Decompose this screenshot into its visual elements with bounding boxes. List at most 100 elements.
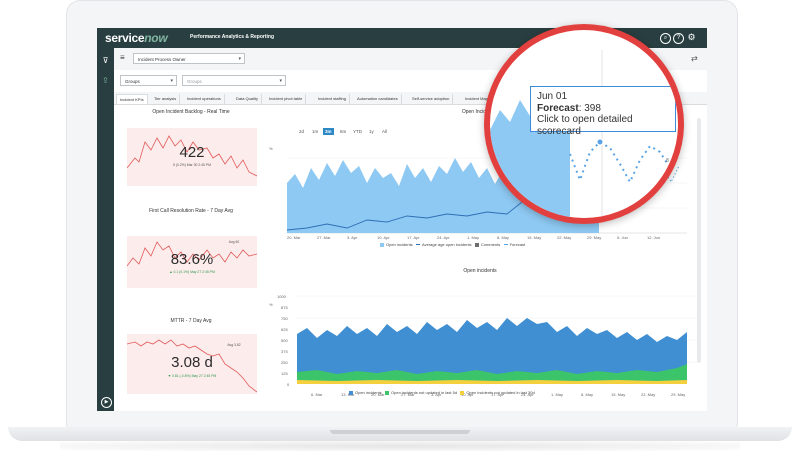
settings-icon[interactable]: ⇄	[691, 54, 698, 63]
x-tick: 20. Mar	[371, 392, 385, 397]
open-incidents-chart-title: Open incidents	[463, 268, 497, 274]
range-2d[interactable]: 2d	[299, 129, 305, 134]
legend-not-updated-5d[interactable]: Open incidents not updated in last 5d	[385, 390, 457, 395]
tab-incident-staffing[interactable]: Incident staffing	[315, 94, 350, 104]
open-incidents-y-unit: %	[269, 302, 273, 307]
x-tick: 17. Apr	[491, 392, 504, 397]
kpi-hi-fcr: Avg 60	[228, 240, 240, 244]
tooltip-value: : 398	[578, 102, 601, 114]
backlog-x-tick: 12. Jun	[647, 235, 660, 240]
chevron-down-icon: ▾	[279, 78, 282, 84]
app-screen: servicenow Performance Analytics & Repor…	[97, 28, 707, 411]
range-6m[interactable]: 6m	[340, 129, 347, 134]
x-tick: 1. May	[551, 392, 563, 397]
backlog-x-tick: 24. Apr	[437, 235, 450, 240]
backlog-legend: Open incidents Average age open incident…	[380, 242, 525, 247]
tab-tier-analysis[interactable]: Tier analysis	[151, 94, 181, 104]
help-icon[interactable]: ?	[673, 33, 684, 44]
tab-incident-kpis[interactable]: Incident KPIs	[116, 94, 148, 104]
filter-icon[interactable]: ⊽	[102, 56, 109, 65]
kpi-sparkline-mttr[interactable]	[127, 334, 257, 394]
backlog-x-tick: 1. May	[467, 235, 479, 240]
legend-open-incidents-blue[interactable]: Open incidents	[349, 390, 382, 395]
kpi-sub-fcr: ▲ 0.1 (0.1%) May 27 2:45 PM	[169, 270, 215, 274]
y-tick: 125	[281, 371, 288, 376]
open-incidents-blue-area	[297, 318, 687, 384]
legend-forecast[interactable]: Forecast	[503, 242, 525, 247]
dashboard-select[interactable]: Incident Process Owner ▾	[133, 53, 245, 64]
kpi-value-mttr[interactable]: 3.08 d	[171, 354, 213, 371]
legend-label: Open incidents	[386, 242, 413, 247]
tooltip-label: Forecast	[537, 102, 579, 114]
tab-incident-operations[interactable]: Incident operations	[184, 94, 225, 104]
y-tick: 875	[281, 305, 288, 310]
backlog-x-axis: 20. Mar 27. Mar 3. Apr 10. Apr 17. Apr 2…	[287, 235, 660, 240]
legend-comments[interactable]: Comments	[474, 242, 500, 247]
x-tick: 22. May	[641, 392, 655, 397]
tooltip-action[interactable]: Click to open detailed scorecard	[537, 114, 633, 137]
backlog-x-tick: 3. Apr	[347, 235, 358, 240]
legend-average-age[interactable]: Average age open incidents	[416, 242, 472, 247]
forecast-point	[596, 138, 604, 146]
x-tick: 6. Mar	[311, 392, 323, 397]
group-select-placeholder: Groups	[187, 79, 202, 84]
x-tick: 29. May	[671, 392, 685, 397]
legend-label: Average age open incidents	[422, 242, 472, 247]
kpi-value-backlog[interactable]: 422	[179, 144, 205, 161]
group-type-select[interactable]: Groups ▾	[120, 75, 177, 86]
tooltip-date: Jun 01	[537, 91, 568, 102]
range-1m[interactable]: 1m	[312, 129, 319, 134]
open-incidents-green-area	[297, 364, 687, 384]
legend-swatch	[349, 390, 353, 395]
help-glyph: ?	[676, 35, 681, 41]
legend-not-updated-30d[interactable]: Open incidents not updated in last 30d	[460, 390, 535, 395]
range-ytd[interactable]: YTD	[353, 129, 362, 134]
brand-logo[interactable]: servicenow	[105, 31, 168, 45]
x-tick: 15. May	[611, 392, 625, 397]
brand-accent: now	[144, 31, 168, 45]
legend-label: Open incidents not updated in last 5d	[391, 390, 458, 395]
magnifier-callout: 8 4 0 Jun 01 Forecast: 398 Click to open…	[484, 24, 684, 224]
laptop-notch	[330, 430, 470, 434]
y-tick: 375	[281, 349, 288, 354]
backlog-x-tick: 5. Jun	[617, 235, 628, 240]
legend-swatch	[416, 244, 421, 246]
tab-data-quality[interactable]: Data Quality	[233, 94, 263, 104]
tab-self-service-adoption[interactable]: Self-service adoption	[409, 94, 454, 104]
legend-swatch	[380, 242, 384, 247]
range-all[interactable]: All	[382, 129, 388, 134]
open-incidents-chart[interactable]: 1000 875 750 625 500 375 250 125 0 6. Ma…	[277, 292, 697, 402]
tab-automation-candidates[interactable]: Automation candidates	[354, 94, 402, 104]
legend-swatch	[503, 244, 508, 246]
kpi-sparkline-fcr[interactable]	[127, 236, 257, 288]
y-tick: 0	[287, 382, 290, 387]
open-incidents-legend: Open incidents Open incidents not update…	[349, 390, 535, 395]
menu-icon[interactable]: ≡	[120, 53, 125, 62]
kpi-value-fcr[interactable]: 83.6%	[170, 251, 214, 268]
backlog-x-tick: 22. May	[557, 235, 571, 240]
kpi-sparkline-backlog[interactable]	[127, 128, 257, 186]
range-3m[interactable]: 3m	[323, 128, 334, 135]
y-tick: 750	[281, 316, 288, 321]
group-type-value: Groups	[125, 79, 140, 84]
backlog-y-unit: %	[269, 146, 273, 151]
share-icon[interactable]: ⇪	[102, 76, 109, 85]
legend-open-incidents[interactable]: Open incidents	[380, 242, 413, 247]
search-icon[interactable]: ⌕	[660, 33, 671, 44]
vertical-scrollbar[interactable]	[697, 118, 701, 363]
legend-swatch	[460, 390, 465, 395]
group-select[interactable]: Groups ▾	[182, 75, 286, 86]
brand-name: service	[105, 31, 145, 45]
kpi-title-mttr: MTTR - 7 Day Avg	[170, 318, 212, 324]
left-rail: ⊽ ⇪ ▶	[97, 48, 114, 411]
forecast-tooltip[interactable]: Jun 01 Forecast: 398 Click to open detai…	[530, 86, 676, 137]
right-axis-tick: 8	[666, 158, 669, 164]
backlog-x-tick: 29. May	[587, 235, 601, 240]
range-1y[interactable]: 1y	[369, 129, 374, 134]
kpi-sub-backlog: 5 (0.2%) Mar 30 2:45 PM	[173, 163, 211, 167]
gear-icon[interactable]: ⚙	[687, 32, 696, 42]
backlog-x-tick: 20. Mar	[287, 235, 301, 240]
tab-incident-pivot-table[interactable]: Incident pivot table	[266, 94, 307, 104]
right-axis-tick: 4	[666, 184, 669, 190]
play-icon[interactable]: ▶	[101, 397, 112, 408]
